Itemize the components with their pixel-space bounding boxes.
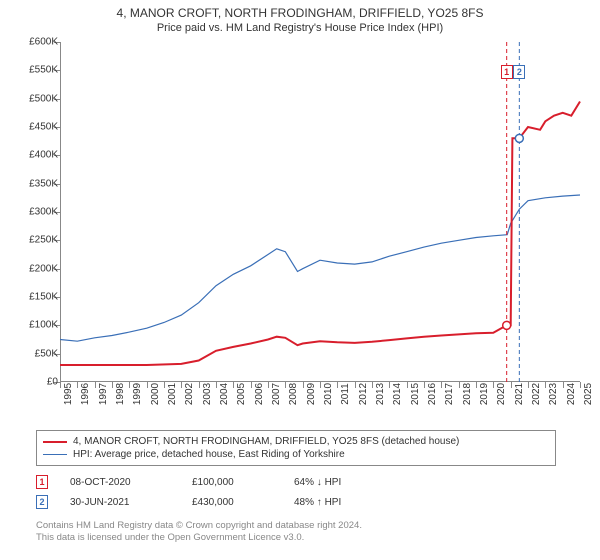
y-axis-label: £50K <box>10 348 58 359</box>
event-price: £430,000 <box>192 497 272 508</box>
x-axis-label: 2004 <box>219 383 230 405</box>
x-axis-label: 2003 <box>202 383 213 405</box>
legend-item: HPI: Average price, detached house, East… <box>43 448 549 461</box>
legend: 4, MANOR CROFT, NORTH FRODINGHAM, DRIFFI… <box>36 430 556 466</box>
event-number-box: 1 <box>36 475 48 489</box>
x-axis-label: 2001 <box>167 383 178 405</box>
x-axis-label: 2024 <box>566 383 577 405</box>
x-axis-label: 2022 <box>531 383 542 405</box>
x-axis-label: 1997 <box>98 383 109 405</box>
event-number-box: 2 <box>36 495 48 509</box>
chart-title: 4, MANOR CROFT, NORTH FRODINGHAM, DRIFFI… <box>0 0 600 20</box>
x-axis-label: 2025 <box>583 383 594 405</box>
y-axis-label: £550K <box>10 65 58 76</box>
event-marker-box: 1 <box>501 65 513 79</box>
x-axis-label: 2002 <box>184 383 195 405</box>
y-axis-label: £500K <box>10 93 58 104</box>
footer-line: This data is licensed under the Open Gov… <box>36 532 564 544</box>
x-axis-label: 1995 <box>63 383 74 405</box>
event-marker-box: 2 <box>513 65 525 79</box>
x-axis-label: 2007 <box>271 383 282 405</box>
x-axis-label: 2010 <box>323 383 334 405</box>
chart-subtitle: Price paid vs. HM Land Registry's House … <box>0 20 600 38</box>
x-axis-label: 2012 <box>358 383 369 405</box>
x-axis-label: 2009 <box>306 383 317 405</box>
y-axis-label: £600K <box>10 37 58 48</box>
x-axis-label: 2021 <box>514 383 525 405</box>
event-row: 1 08-OCT-2020 £100,000 64% ↓ HPI <box>36 472 564 492</box>
x-axis-label: 2013 <box>375 383 386 405</box>
event-pct: 48% ↑ HPI <box>294 497 394 508</box>
x-axis-label: 2005 <box>236 383 247 405</box>
event-price: £100,000 <box>192 477 272 488</box>
y-axis-label: £350K <box>10 178 58 189</box>
event-date: 30-JUN-2021 <box>70 497 170 508</box>
events-table: 1 08-OCT-2020 £100,000 64% ↓ HPI 2 30-JU… <box>36 472 564 512</box>
footer-line: Contains HM Land Registry data © Crown c… <box>36 520 564 532</box>
chart-svg <box>60 42 580 382</box>
footer-attribution: Contains HM Land Registry data © Crown c… <box>36 520 564 545</box>
x-axis-label: 2017 <box>444 383 455 405</box>
x-axis-label: 1996 <box>80 383 91 405</box>
y-axis-label: £250K <box>10 235 58 246</box>
x-axis-label: 1998 <box>115 383 126 405</box>
x-axis-label: 2018 <box>462 383 473 405</box>
legend-item: 4, MANOR CROFT, NORTH FRODINGHAM, DRIFFI… <box>43 435 549 448</box>
x-axis-label: 2000 <box>150 383 161 405</box>
y-axis-label: £150K <box>10 292 58 303</box>
y-axis-label: £200K <box>10 263 58 274</box>
event-row: 2 30-JUN-2021 £430,000 48% ↑ HPI <box>36 492 564 512</box>
y-axis-label: £100K <box>10 320 58 331</box>
chart-container: 4, MANOR CROFT, NORTH FRODINGHAM, DRIFFI… <box>0 0 600 560</box>
x-axis-label: 2006 <box>254 383 265 405</box>
event-pct: 64% ↓ HPI <box>294 477 394 488</box>
chart-wrap: £0 £50K £100K £150K £200K £250K £300K £350K £400… <box>10 42 590 402</box>
legend-swatch <box>43 441 67 443</box>
legend-label: HPI: Average price, detached house, East… <box>73 449 345 460</box>
x-axis-label: 2011 <box>340 383 351 405</box>
legend-swatch <box>43 454 67 456</box>
x-axis-label: 2014 <box>392 383 403 405</box>
x-axis-label: 2008 <box>288 383 299 405</box>
y-axis-label: £0 <box>10 377 58 388</box>
y-axis-label: £400K <box>10 150 58 161</box>
y-axis-label: £450K <box>10 122 58 133</box>
legend-label: 4, MANOR CROFT, NORTH FRODINGHAM, DRIFFI… <box>73 436 459 447</box>
x-axis-label: 2019 <box>479 383 490 405</box>
x-axis-label: 1999 <box>132 383 143 405</box>
x-axis-label: 2016 <box>427 383 438 405</box>
x-axis-label: 2015 <box>410 383 421 405</box>
y-axis-label: £300K <box>10 207 58 218</box>
event-date: 08-OCT-2020 <box>70 477 170 488</box>
x-axis-label: 2020 <box>496 383 507 405</box>
x-axis-label: 2023 <box>548 383 559 405</box>
